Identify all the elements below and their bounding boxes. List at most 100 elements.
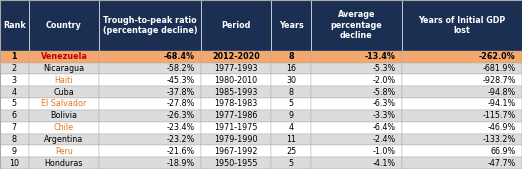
Text: 9: 9 xyxy=(12,147,17,156)
Bar xyxy=(99,122,201,134)
Text: -6.4%: -6.4% xyxy=(373,123,396,132)
Bar xyxy=(0,134,29,145)
Text: 1978-1983: 1978-1983 xyxy=(215,99,258,108)
Bar xyxy=(201,63,271,74)
Text: 1950-1955: 1950-1955 xyxy=(215,159,258,168)
Bar xyxy=(29,98,99,110)
Bar xyxy=(0,51,29,63)
Text: -46.9%: -46.9% xyxy=(488,123,516,132)
Text: Period: Period xyxy=(221,21,251,30)
Text: -47.7%: -47.7% xyxy=(488,159,516,168)
Bar xyxy=(201,157,271,169)
Bar xyxy=(99,134,201,145)
Bar xyxy=(201,51,271,63)
Bar xyxy=(311,98,402,110)
Bar xyxy=(402,122,522,134)
Text: 2: 2 xyxy=(12,64,17,73)
Bar xyxy=(201,74,271,86)
Bar xyxy=(0,145,29,157)
Text: 66.9%: 66.9% xyxy=(490,147,516,156)
Bar xyxy=(271,63,311,74)
Text: 16: 16 xyxy=(286,64,296,73)
Text: -262.0%: -262.0% xyxy=(479,52,516,61)
Bar xyxy=(29,157,99,169)
Text: -58.2%: -58.2% xyxy=(167,64,195,73)
Bar xyxy=(99,0,201,51)
Bar xyxy=(271,98,311,110)
Bar xyxy=(29,145,99,157)
Bar xyxy=(201,98,271,110)
Bar xyxy=(271,134,311,145)
Bar xyxy=(402,63,522,74)
Bar xyxy=(0,122,29,134)
Bar xyxy=(0,157,29,169)
Text: Years: Years xyxy=(279,21,303,30)
Bar xyxy=(311,145,402,157)
Text: 8: 8 xyxy=(12,135,17,144)
Text: -4.1%: -4.1% xyxy=(373,159,396,168)
Text: 1977-1993: 1977-1993 xyxy=(215,64,258,73)
Bar xyxy=(0,98,29,110)
Text: 1979-1990: 1979-1990 xyxy=(215,135,258,144)
Text: 5: 5 xyxy=(12,99,17,108)
Bar xyxy=(29,110,99,122)
Text: -21.6%: -21.6% xyxy=(167,147,195,156)
Text: Honduras: Honduras xyxy=(45,159,83,168)
Text: 4: 4 xyxy=(289,123,293,132)
Text: Average
percentage
decline: Average percentage decline xyxy=(330,10,382,40)
Text: 2012-2020: 2012-2020 xyxy=(212,52,260,61)
Bar xyxy=(29,134,99,145)
Bar xyxy=(311,74,402,86)
Bar xyxy=(201,0,271,51)
Bar xyxy=(201,145,271,157)
Text: Nicaragua: Nicaragua xyxy=(43,64,85,73)
Text: -94.1%: -94.1% xyxy=(488,99,516,108)
Bar xyxy=(0,110,29,122)
Text: 10: 10 xyxy=(9,159,19,168)
Text: -94.8%: -94.8% xyxy=(488,88,516,97)
Text: -6.3%: -6.3% xyxy=(373,99,396,108)
Text: 1971-1975: 1971-1975 xyxy=(215,123,258,132)
Bar xyxy=(201,86,271,98)
Text: Venezuela: Venezuela xyxy=(41,52,87,61)
Bar xyxy=(311,51,402,63)
Text: 1: 1 xyxy=(11,52,17,61)
Text: -18.9%: -18.9% xyxy=(167,159,195,168)
Text: 8: 8 xyxy=(288,52,294,61)
Bar xyxy=(99,157,201,169)
Text: El Salvador: El Salvador xyxy=(41,99,87,108)
Text: 1967-1992: 1967-1992 xyxy=(215,147,258,156)
Bar xyxy=(271,122,311,134)
Bar xyxy=(311,157,402,169)
Bar xyxy=(271,74,311,86)
Text: -928.7%: -928.7% xyxy=(482,76,516,85)
Text: -45.3%: -45.3% xyxy=(167,76,195,85)
Bar xyxy=(271,86,311,98)
Text: Trough-to-peak ratio
(percentage decline): Trough-to-peak ratio (percentage decline… xyxy=(103,16,197,35)
Text: Bolivia: Bolivia xyxy=(51,111,77,120)
Bar xyxy=(402,134,522,145)
Text: 6: 6 xyxy=(12,111,17,120)
Text: -1.0%: -1.0% xyxy=(373,147,396,156)
Bar xyxy=(99,145,201,157)
Text: Argentina: Argentina xyxy=(44,135,84,144)
Text: 5: 5 xyxy=(289,99,293,108)
Bar xyxy=(201,122,271,134)
Bar xyxy=(0,74,29,86)
Bar xyxy=(271,110,311,122)
Bar xyxy=(99,110,201,122)
Text: -5.3%: -5.3% xyxy=(372,64,396,73)
Bar xyxy=(311,122,402,134)
Bar xyxy=(99,86,201,98)
Bar xyxy=(311,63,402,74)
Bar xyxy=(402,157,522,169)
Text: -26.3%: -26.3% xyxy=(167,111,195,120)
Text: 25: 25 xyxy=(286,147,296,156)
Text: -2.4%: -2.4% xyxy=(372,135,396,144)
Bar xyxy=(29,122,99,134)
Text: Haiti: Haiti xyxy=(55,76,73,85)
Bar xyxy=(29,0,99,51)
Bar xyxy=(311,110,402,122)
Bar xyxy=(271,157,311,169)
Text: -3.3%: -3.3% xyxy=(373,111,396,120)
